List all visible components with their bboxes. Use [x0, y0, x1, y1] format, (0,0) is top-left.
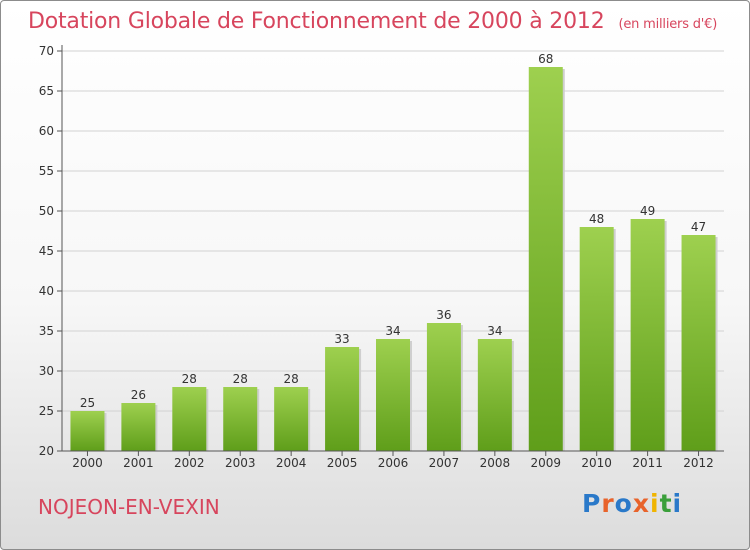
value-label: 28: [284, 372, 299, 386]
value-label: 36: [436, 308, 451, 322]
x-tick-label: 2001: [123, 456, 154, 470]
y-tick-label: 45: [39, 244, 54, 258]
bar-2008: [477, 339, 512, 451]
x-tick-label: 2003: [225, 456, 256, 470]
value-label: 49: [640, 204, 655, 218]
x-tick-label: 2008: [480, 456, 511, 470]
x-tick-label: 2002: [174, 456, 205, 470]
bar-2010: [579, 227, 614, 451]
bar-2012: [681, 235, 716, 451]
x-tick-label: 2010: [581, 456, 612, 470]
y-tick-label: 30: [39, 364, 54, 378]
bar-2007: [426, 323, 461, 451]
y-tick-label: 70: [39, 44, 54, 58]
chart-title: Dotation Globale de Fonctionnement de 20…: [28, 9, 717, 34]
x-tick-label: 2006: [378, 456, 409, 470]
x-tick-label: 2007: [429, 456, 460, 470]
y-tick-label: 50: [39, 204, 54, 218]
bar-2006: [376, 339, 410, 451]
bar-2001: [121, 403, 156, 451]
y-tick-label: 60: [39, 124, 54, 138]
y-tick-label: 55: [39, 164, 54, 178]
value-label: 33: [334, 332, 349, 346]
bar-2002: [172, 387, 207, 451]
value-label: 34: [487, 324, 502, 338]
x-tick-label: 2011: [632, 456, 663, 470]
y-tick-label: 40: [39, 284, 54, 298]
bar-2000: [70, 411, 105, 451]
proxiti-logo: Proxiti: [582, 489, 683, 518]
value-label: 48: [589, 212, 604, 226]
chart-subtitle: (en milliers d'€): [618, 17, 718, 32]
bar-2005: [325, 347, 360, 451]
commune-name: NOJEON-EN-VEXIN: [38, 495, 220, 519]
value-label: 25: [80, 396, 95, 410]
value-label: 34: [385, 324, 400, 338]
bar-2011: [630, 219, 665, 451]
y-tick-label: 65: [39, 84, 54, 98]
chart-title-text: Dotation Globale de Fonctionnement de 20…: [28, 9, 605, 34]
y-tick-label: 25: [39, 404, 54, 418]
bar-2009: [528, 67, 563, 451]
value-label: 28: [182, 372, 197, 386]
value-label: 47: [691, 220, 706, 234]
value-label: 68: [538, 52, 553, 66]
y-tick-label: 20: [39, 444, 54, 458]
x-tick-label: 2004: [276, 456, 307, 470]
x-tick-label: 2000: [72, 456, 103, 470]
value-label: 26: [131, 388, 146, 402]
bar-2003: [223, 387, 258, 451]
y-tick-label: 35: [39, 324, 54, 338]
x-tick-label: 2012: [683, 456, 714, 470]
bar-2004: [274, 387, 309, 451]
value-label: 28: [233, 372, 248, 386]
x-tick-label: 2005: [327, 456, 358, 470]
x-tick-label: 2009: [530, 456, 561, 470]
